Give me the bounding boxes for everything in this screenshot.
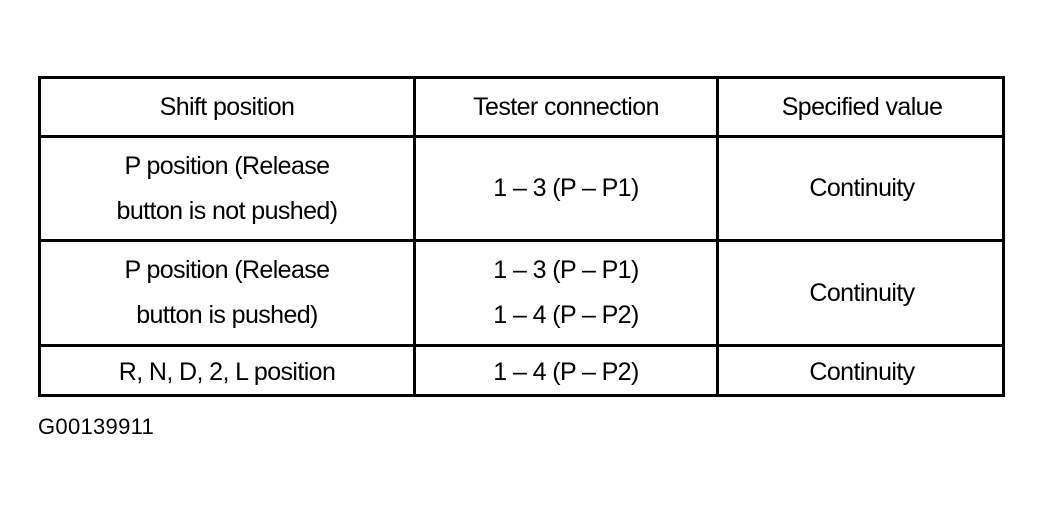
row-divider (41, 239, 1002, 242)
cell-text: Continuity (809, 278, 915, 307)
cell-text: P position (Release (124, 151, 331, 180)
table-cell-specified-value: Continuity (719, 347, 1005, 397)
cell-text: button is pushed) (136, 301, 318, 329)
header-text: Shift position (159, 92, 295, 121)
column-divider (413, 79, 416, 394)
cell-text: 1 – 4 (P – P2) (493, 301, 639, 329)
cell-text: 1 – 3 (P – P1) (493, 256, 639, 284)
row-divider (41, 135, 1002, 138)
table-cell-specified-value: Continuity (719, 242, 1005, 344)
table-cell-tester-connection: 1 – 3 (P – P1) (416, 138, 716, 239)
table-cell-shift-position: R, N, D, 2, L position (41, 347, 413, 397)
header-specified-value: Specified value (719, 79, 1005, 135)
header-shift-position: Shift position (41, 79, 413, 135)
header-text: Tester connection (473, 92, 659, 121)
table-cell-shift-position: P position (Release button is pushed) (41, 242, 413, 344)
cell-text: P position (Release (124, 256, 331, 284)
header-tester-connection: Tester connection (416, 79, 716, 135)
cell-text: R, N, D, 2, L position (118, 357, 336, 386)
cell-text: Continuity (809, 174, 915, 202)
cell-text: Continuity (809, 357, 915, 386)
table-cell-specified-value: Continuity (719, 138, 1005, 239)
header-text: Specified value (781, 92, 943, 121)
table-cell-tester-connection: 1 – 3 (P – P1) 1 – 4 (P – P2) (416, 242, 716, 344)
cell-text: button is not pushed) (116, 196, 339, 225)
table-cell-shift-position: P position (Release button is not pushed… (41, 138, 413, 239)
cell-text: 1 – 3 (P – P1) (493, 174, 639, 202)
row-divider (41, 344, 1002, 347)
table-cell-tester-connection: 1 – 4 (P – P2) (416, 347, 716, 397)
column-divider (716, 79, 719, 394)
spec-table: Shift position Tester connection Specifi… (38, 76, 1005, 397)
figure-id: G00139911 (38, 414, 155, 439)
cell-text: 1 – 4 (P – P2) (493, 357, 639, 386)
